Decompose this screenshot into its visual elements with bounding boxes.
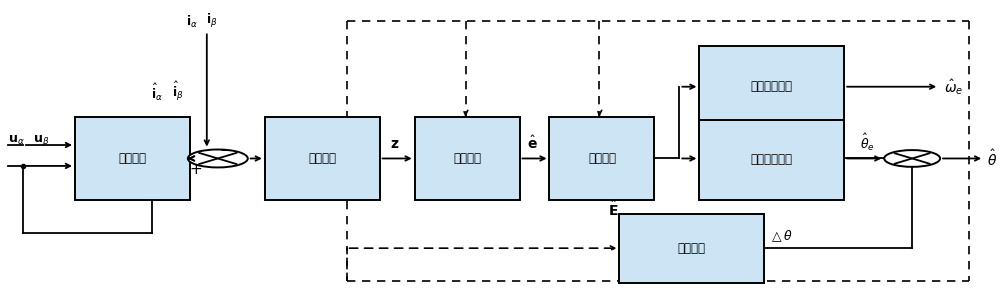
Text: $-$: $-$: [219, 141, 232, 156]
Text: $\mathbf{u}_\beta$: $\mathbf{u}_\beta$: [33, 133, 49, 148]
Bar: [549, 117, 654, 200]
Text: 角度补偿: 角度补偿: [678, 242, 706, 255]
Text: $\mathbf{i}_\beta$: $\mathbf{i}_\beta$: [206, 12, 218, 30]
Text: $\hat{\mathbf{E}}$: $\hat{\mathbf{E}}$: [608, 200, 619, 219]
Text: 转子位置估算: 转子位置估算: [751, 153, 793, 167]
Bar: [265, 117, 380, 200]
Text: $\hat{\omega}_e$: $\hat{\omega}_e$: [944, 77, 963, 97]
Bar: [699, 120, 844, 200]
Text: $\hat{\mathbf{i}}_\beta$: $\hat{\mathbf{i}}_\beta$: [172, 80, 184, 103]
Text: 转子转速估算: 转子转速估算: [751, 80, 793, 93]
Text: $\hat{\theta}_e$: $\hat{\theta}_e$: [860, 132, 875, 152]
Bar: [699, 46, 844, 127]
Text: $\hat{\mathbf{i}}_\alpha$: $\hat{\mathbf{i}}_\alpha$: [151, 82, 163, 103]
Text: $\hat{\theta}$: $\hat{\theta}$: [987, 148, 997, 169]
Text: $\triangle\theta$: $\triangle\theta$: [769, 228, 793, 244]
Text: 饱和函数: 饱和函数: [308, 152, 336, 165]
Bar: [75, 117, 190, 200]
Circle shape: [188, 150, 248, 167]
Text: $\mathbf{z}$: $\mathbf{z}$: [390, 137, 399, 150]
Bar: [619, 214, 764, 283]
Bar: [415, 117, 520, 200]
Text: 电流观测: 电流观测: [118, 152, 146, 165]
Text: $\hat{\mathbf{e}}$: $\hat{\mathbf{e}}$: [527, 135, 538, 152]
Text: $\mathbf{i}_\alpha$: $\mathbf{i}_\alpha$: [186, 14, 198, 30]
Text: $\mathbf{u}_\alpha$: $\mathbf{u}_\alpha$: [8, 134, 25, 147]
Text: 低通滤波: 低通滤波: [453, 152, 481, 165]
Text: $+$: $+$: [189, 162, 202, 177]
Circle shape: [884, 150, 940, 167]
Text: 二阶滤波: 二阶滤波: [588, 152, 616, 165]
